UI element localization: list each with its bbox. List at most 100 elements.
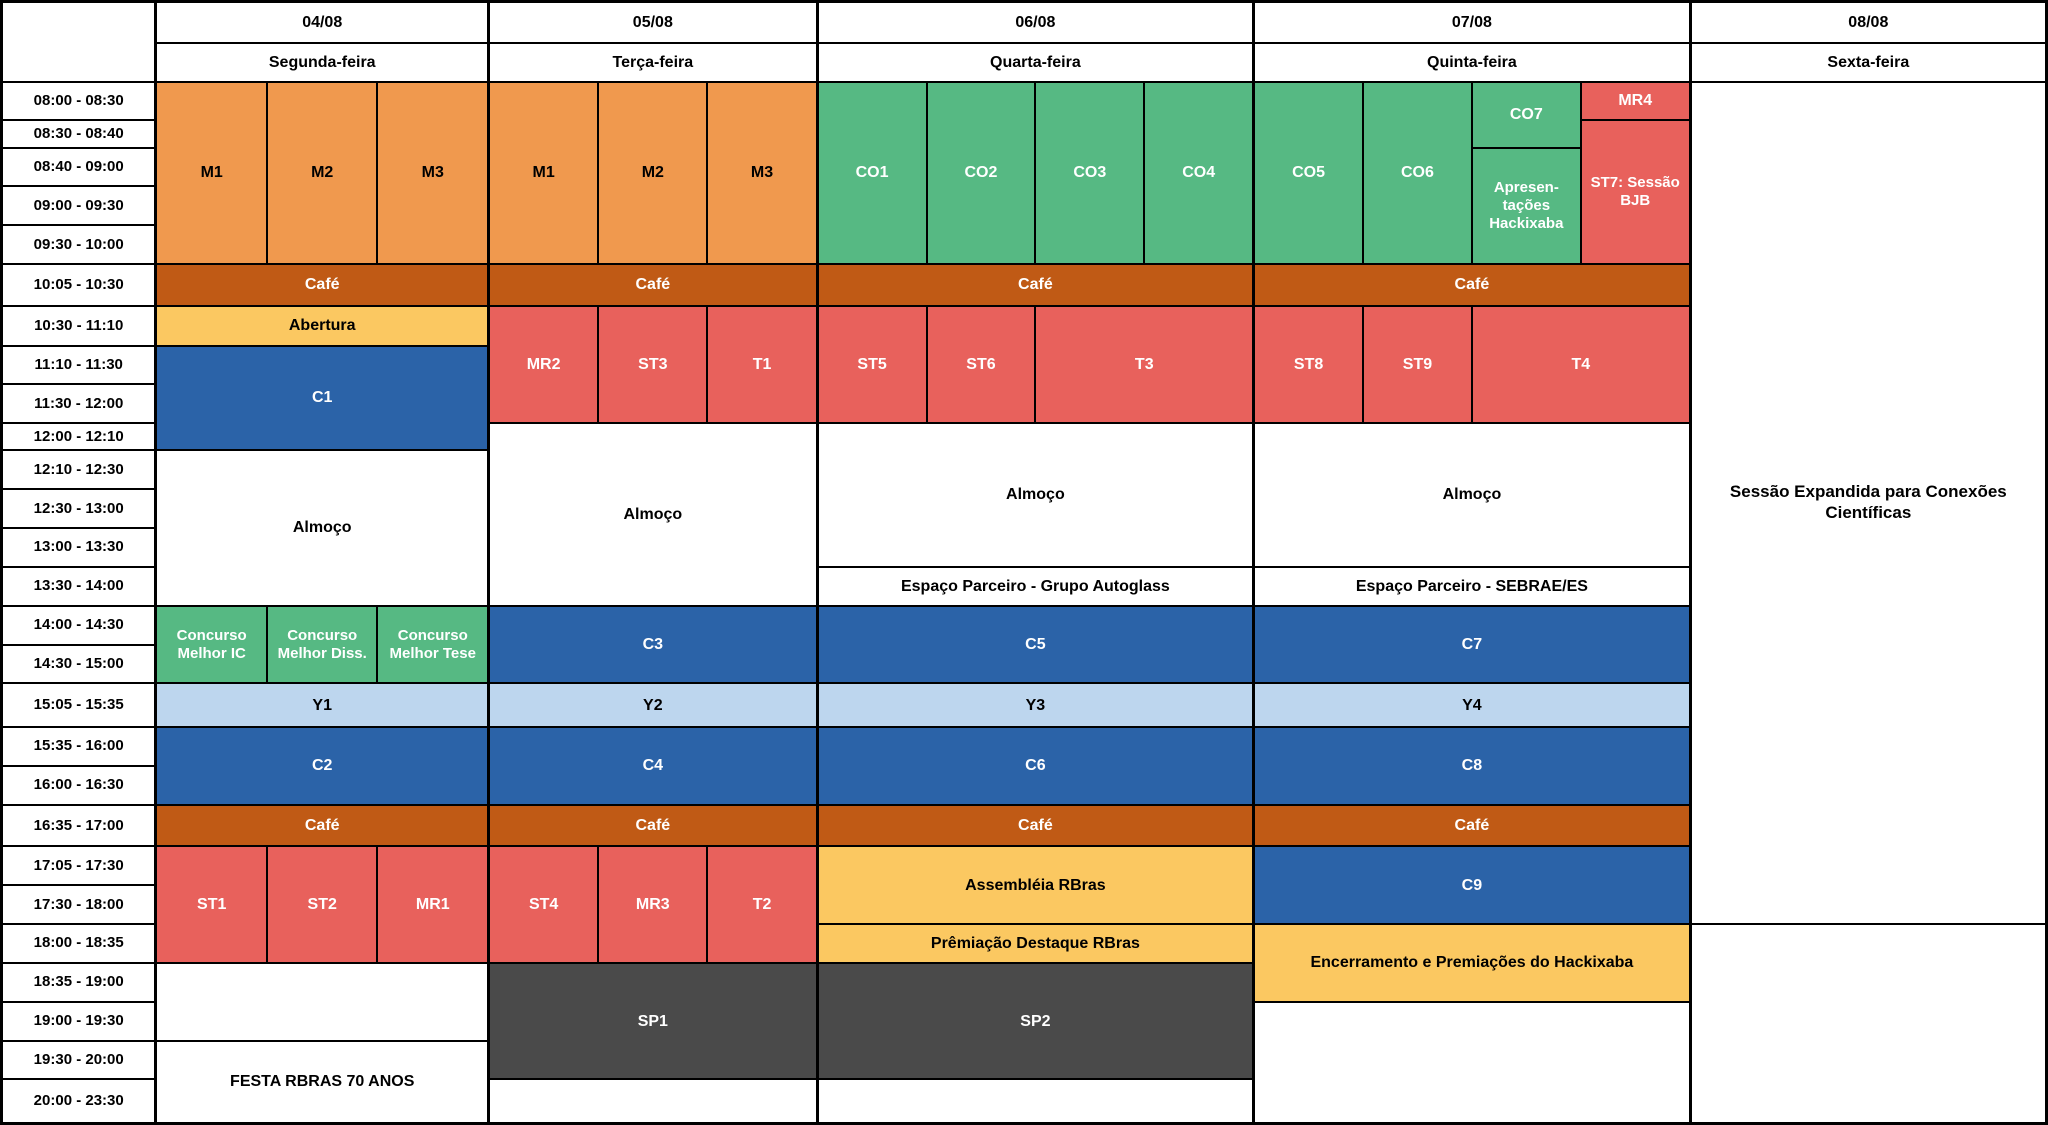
event-wed-co2: CO2 [927,82,1035,264]
event-mon-st1: ST1 [157,847,266,962]
time-slot: 13:00 - 13:30 [3,529,155,566]
event-mon-almoco: Almoço [157,451,488,605]
time-slot: 14:00 - 14:30 [3,606,155,644]
event-tue-m2: M2 [599,82,707,264]
event-wed-almoco: Almoço [818,424,1253,566]
event-mon-cafe-pm: Café [157,805,488,846]
time-slot: 08:30 - 08:40 [3,121,155,147]
event-tue-c4: C4 [490,728,816,804]
time-slot: 10:05 - 10:30 [3,265,155,305]
date-header-wednesday: 06/08 [818,3,1253,42]
column-wednesday: 06/08 Quarta-feira CO1 CO2 CO3 CO4 Café … [818,3,1253,1122]
day-header-thursday: Quinta-feira [1255,43,1689,81]
event-wed-st6: ST6 [927,306,1035,423]
event-mon-mr1: MR1 [378,847,488,962]
event-thu-y4: Y4 [1255,684,1689,727]
time-slot: 12:30 - 13:00 [3,490,155,528]
event-wed-t3: T3 [1036,306,1253,423]
event-mon-c2: C2 [157,728,488,804]
event-wed-co3: CO3 [1036,82,1144,264]
corner-cell [3,3,155,81]
time-slot: 14:30 - 15:00 [3,645,155,683]
event-wed-espaco-parceiro: Espaço Parceiro - Grupo Autoglass [818,567,1253,605]
event-thu-cafe-pm: Café [1255,805,1689,846]
event-tue-cafe-am: Café [490,265,816,305]
event-mon-concurso-diss: Concurso Melhor Diss. [267,606,377,683]
event-tue-m1: M1 [490,82,598,264]
event-thu-mr4: MR4 [1581,82,1689,120]
event-wed-co1: CO1 [818,82,926,264]
event-tue-y2: Y2 [490,684,816,727]
date-header-thursday: 07/08 [1255,3,1689,42]
time-slot: 19:00 - 19:30 [3,1002,155,1040]
time-slot: 08:00 - 08:30 [3,82,155,120]
event-tue-st3: ST3 [599,306,707,423]
empty-cell [1691,925,2045,1122]
time-slot: 09:30 - 10:00 [3,226,155,264]
day-header-tuesday: Terça-feira [490,43,816,81]
event-tue-sp1: SP1 [490,963,816,1079]
event-thu-apresentacoes-hackixaba: Apresen- tações Hackixaba [1472,148,1580,264]
event-thu-st9: ST9 [1364,306,1471,423]
time-slot: 10:30 - 11:10 [3,306,155,345]
event-mon-concurso-tese: Concurso Melhor Tese [378,606,488,683]
event-thu-cafe-am: Café [1255,265,1689,305]
time-column: 08:00 - 08:30 08:30 - 08:40 08:40 - 09:0… [3,3,155,1122]
column-thursday: 07/08 Quinta-feira CO5 CO6 CO7 Apresen- … [1255,3,1689,1122]
time-slot: 19:30 - 20:00 [3,1041,155,1079]
event-tue-mr3: MR3 [599,847,707,962]
event-mon-cafe-am: Café [157,265,488,305]
event-tue-m3: M3 [708,82,816,264]
event-mon-festa: FESTA RBRAS 70 ANOS [157,1041,488,1122]
date-header-friday: 08/08 [1691,3,2045,42]
event-wed-cafe-am: Café [818,265,1253,305]
event-wed-c5: C5 [818,606,1253,683]
empty-cell [1255,1002,1689,1122]
time-slot: 09:00 - 09:30 [3,187,155,225]
event-thu-co6: CO6 [1364,82,1471,264]
event-wed-co4: CO4 [1145,82,1253,264]
empty-cell [818,1080,1253,1122]
day-header-wednesday: Quarta-feira [818,43,1253,81]
day-header-friday: Sexta-feira [1691,43,2045,81]
event-wed-c6: C6 [818,728,1253,804]
empty-cell [157,963,488,1040]
event-tue-cafe-pm: Café [490,805,816,846]
time-slot: 15:05 - 15:35 [3,684,155,727]
event-tue-almoco: Almoço [490,424,816,605]
time-slot: 17:30 - 18:00 [3,886,155,924]
event-mon-m2: M2 [267,82,377,264]
column-tuesday: 05/08 Terça-feira M1 M2 M3 Café MR2 ST3 … [490,3,816,1122]
event-mon-y1: Y1 [157,684,488,727]
event-wed-premiacao: Prêmiação Destaque RBras [818,925,1253,962]
event-wed-assembleia: Assembléia RBras [818,847,1253,924]
day-header-monday: Segunda-feira [157,43,488,81]
event-mon-abertura: Abertura [157,306,488,345]
date-header-monday: 04/08 [157,3,488,42]
event-thu-c7: C7 [1255,606,1689,683]
time-slot: 15:35 - 16:00 [3,728,155,765]
time-slot: 13:30 - 14:00 [3,567,155,605]
time-slot: 18:00 - 18:35 [3,925,155,962]
event-wed-sp2: SP2 [818,963,1253,1079]
event-tue-st4: ST4 [490,847,598,962]
time-slot: 11:30 - 12:00 [3,385,155,423]
event-wed-y3: Y3 [818,684,1253,727]
event-wed-cafe-pm: Café [818,805,1253,846]
time-slot: 12:10 - 12:30 [3,451,155,489]
event-thu-t4: T4 [1472,306,1689,423]
event-tue-t2: T2 [708,847,816,962]
event-wed-st5: ST5 [818,306,926,423]
event-thu-st7: ST7: Sessão BJB [1581,121,1689,264]
event-mon-m3: M3 [378,82,488,264]
event-tue-t1: T1 [708,306,816,423]
event-fri-sessao-expandida: Sessão Expandida para Conexões Científic… [1691,82,2045,924]
event-thu-st8: ST8 [1255,306,1363,423]
time-slot: 16:00 - 16:30 [3,766,155,804]
date-header-tuesday: 05/08 [490,3,816,42]
event-thu-almoco: Almoço [1255,424,1689,566]
event-thu-c9: C9 [1255,847,1689,924]
event-thu-co5: CO5 [1255,82,1363,264]
event-tue-c3: C3 [490,606,816,683]
